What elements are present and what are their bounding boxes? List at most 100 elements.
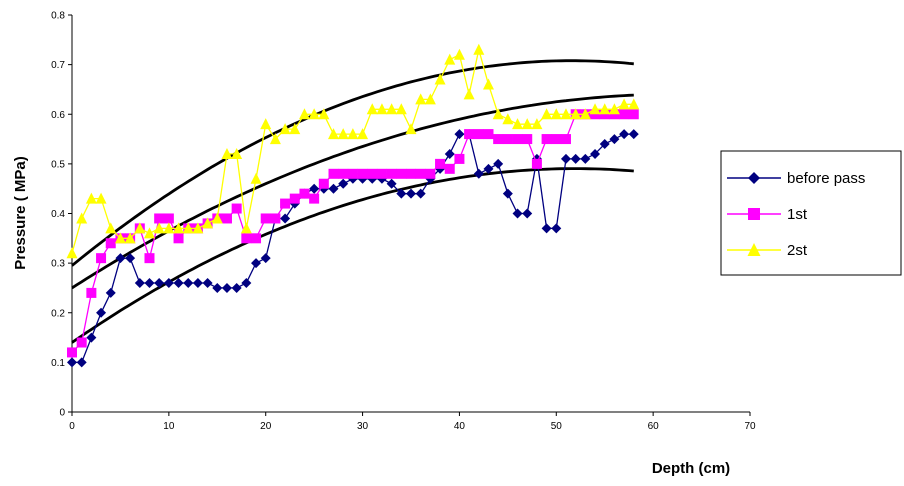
data-point (221, 282, 232, 293)
legend-marker (748, 172, 760, 184)
legend-label: before pass (787, 170, 865, 187)
data-point (396, 188, 407, 199)
data-point (453, 48, 465, 60)
data-point (280, 213, 291, 224)
data-point (308, 108, 320, 120)
data-point (628, 109, 639, 120)
data-point (280, 198, 291, 209)
legend-item: 1st (727, 206, 808, 223)
data-point (96, 307, 107, 318)
data-point (590, 148, 601, 159)
series-1 (67, 129, 639, 368)
x-tick-label: 20 (260, 421, 272, 432)
data-point (105, 238, 116, 249)
data-point (231, 203, 242, 214)
x-tick-label: 50 (551, 421, 563, 432)
data-point (328, 128, 340, 140)
data-point (202, 217, 214, 229)
data-point (105, 287, 116, 298)
data-point (560, 134, 571, 145)
data-point (76, 337, 87, 348)
data-point (570, 108, 582, 120)
data-point (67, 357, 77, 368)
data-point (434, 73, 446, 85)
data-point (144, 277, 155, 288)
data-point (502, 188, 513, 199)
data-point (124, 232, 136, 244)
data-point (309, 183, 320, 194)
data-point (551, 223, 562, 234)
data-point (579, 108, 591, 120)
data-point (473, 43, 485, 55)
data-point (386, 178, 397, 189)
data-point (619, 109, 630, 120)
data-point (493, 134, 504, 145)
data-point (212, 282, 223, 293)
data-point (425, 168, 436, 179)
data-point (163, 213, 174, 224)
data-point (134, 222, 146, 234)
data-point (338, 178, 349, 189)
data-point (173, 222, 185, 234)
data-point (192, 222, 204, 234)
data-point (115, 253, 126, 264)
data-point (163, 277, 174, 288)
data-point (241, 233, 252, 244)
data-point (424, 93, 436, 105)
data-point (251, 258, 262, 269)
x-tick-label: 60 (648, 421, 660, 432)
trendline (71, 59, 634, 267)
data-point (395, 103, 407, 115)
data-point (202, 277, 213, 288)
data-point (134, 277, 145, 288)
data-point (250, 172, 262, 184)
data-point (338, 168, 349, 179)
data-point (86, 287, 97, 298)
y-tick-label: 0.5 (51, 159, 65, 170)
data-point (173, 233, 184, 244)
data-point (163, 222, 175, 234)
data-point (66, 247, 78, 259)
data-point (86, 332, 97, 343)
data-point (269, 133, 281, 145)
x-tick-label: 0 (69, 421, 75, 432)
data-point (289, 193, 300, 204)
y-tick-label: 0.8 (51, 11, 65, 22)
data-point (298, 108, 310, 120)
data-point (512, 134, 523, 145)
trendlines (71, 59, 634, 344)
data-point (386, 103, 398, 115)
data-point (492, 108, 504, 120)
data-point (599, 139, 610, 150)
data-point (105, 222, 117, 234)
x-tick-label: 30 (357, 421, 369, 432)
data-point (463, 88, 475, 100)
data-point (531, 118, 543, 130)
data-point (182, 222, 194, 234)
data-point (473, 168, 484, 179)
data-point (415, 168, 426, 179)
data-point (570, 153, 581, 164)
data-point (260, 253, 271, 264)
legend-label: 1st (787, 206, 808, 223)
data-point (386, 168, 397, 179)
data-point (299, 188, 310, 199)
data-point (619, 129, 630, 140)
y-tick-label: 0.3 (51, 259, 65, 270)
data-point (415, 93, 427, 105)
data-point (551, 134, 562, 145)
legend-label: 2st (787, 242, 808, 259)
x-tick-label: 70 (744, 421, 756, 432)
series-group (66, 43, 640, 368)
x-tick-label: 40 (454, 421, 466, 432)
data-point (415, 188, 426, 199)
data-point (328, 168, 339, 179)
data-point (560, 153, 571, 164)
data-point (183, 277, 194, 288)
data-point (279, 123, 291, 135)
data-point (144, 253, 155, 264)
data-point (231, 147, 243, 159)
data-point (444, 53, 456, 65)
data-point (454, 129, 465, 140)
